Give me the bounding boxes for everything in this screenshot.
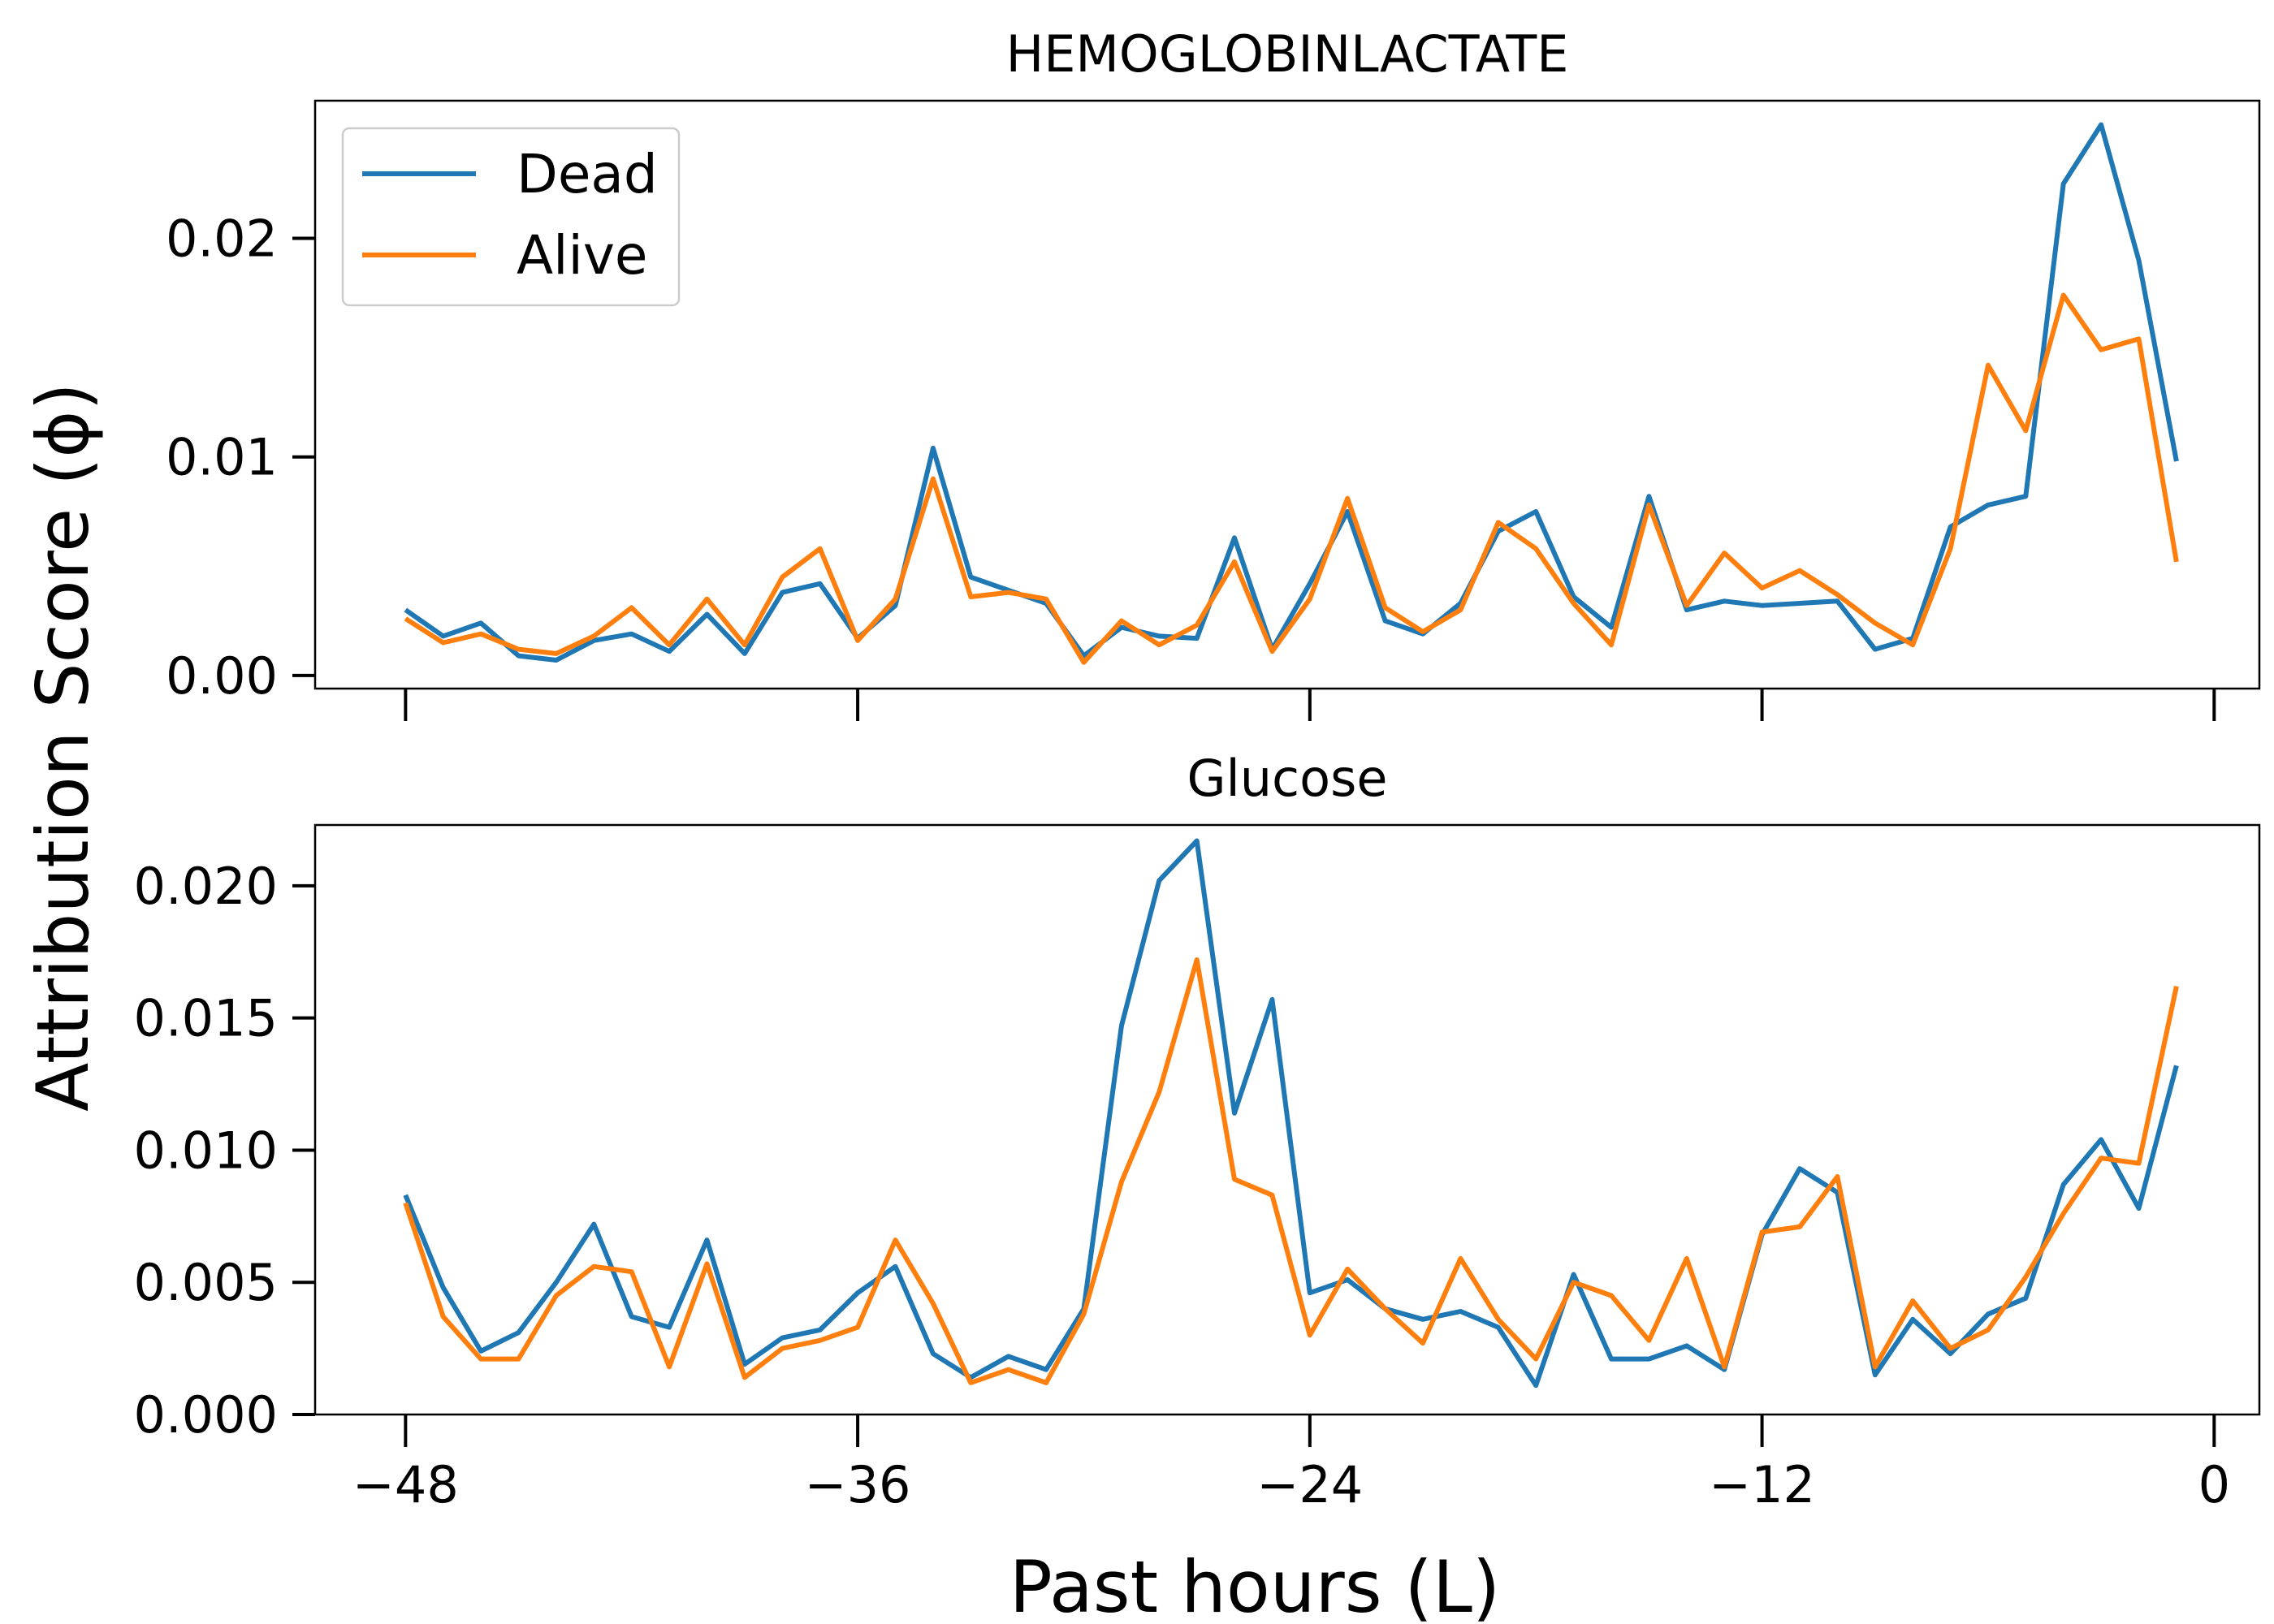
y-tick-label: 0.005 [134, 1253, 279, 1312]
figure-y-axis-label: Attribution Score (ϕ) [21, 382, 105, 1112]
legend: Dead Alive [341, 127, 681, 307]
x-tick-label: −48 [352, 1455, 459, 1514]
x-tick-label: −12 [1709, 1455, 1815, 1514]
x-tick-label: −24 [1256, 1455, 1363, 1514]
panel-title: HEMOGLOBINLACTATE [1006, 24, 1569, 84]
panel-hemoglobinlactate: HEMOGLOBINLACTATE 0.00 0.01 0.02 Dead Alive [166, 24, 2261, 721]
x-tick-label: −36 [805, 1455, 911, 1514]
plot-frame [313, 823, 2261, 1416]
series-line-alive [404, 292, 2179, 665]
legend-label-dead: Dead [517, 143, 658, 205]
plot-frame [313, 99, 2261, 690]
series-line-dead [403, 838, 2179, 1389]
legend-label-alive: Alive [517, 224, 648, 287]
y-tick-label: 0.010 [134, 1121, 279, 1180]
series-line-alive [403, 957, 2179, 1385]
panel-title: Glucose [1187, 749, 1387, 808]
y-tick-label: 0.00 [166, 646, 278, 706]
y-tick-label: 0.01 [166, 428, 278, 487]
y-tick-label: 0.02 [166, 209, 278, 269]
y-tick-label: 0.020 [134, 857, 279, 916]
y-tick-label: 0.000 [134, 1385, 279, 1445]
y-tick-label: 0.015 [134, 989, 279, 1048]
x-tick-label: 0 [2198, 1455, 2230, 1514]
series-line-dead [404, 122, 2179, 663]
figure-x-axis-label: Past hours (L) [1009, 1545, 1500, 1624]
panel-glucose: Glucose 0.000 0.005 0.010 0.015 0.020 −48 −36 −2… [134, 749, 2261, 1514]
